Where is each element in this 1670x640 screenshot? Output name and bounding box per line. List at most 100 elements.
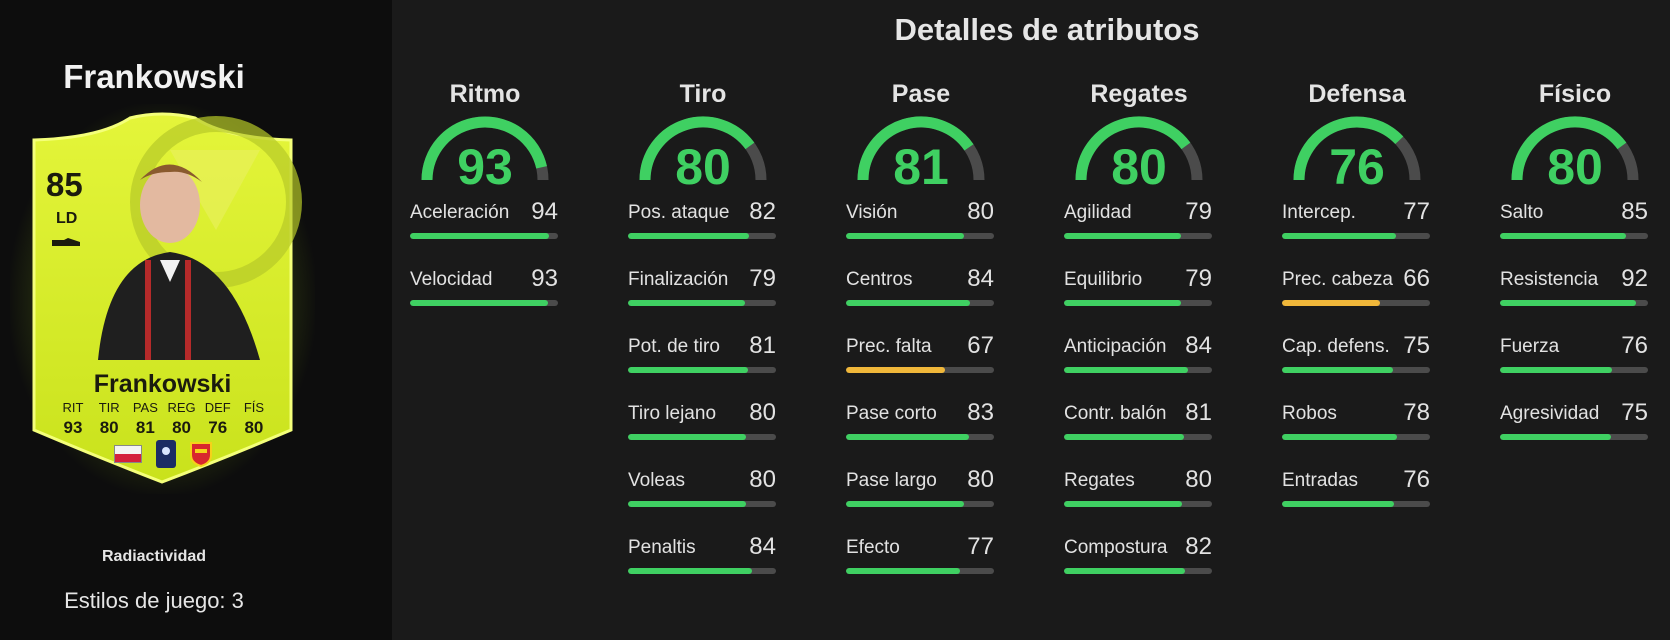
attribute-stat-value: 84 bbox=[967, 265, 994, 292]
card-stat-label: FÍS bbox=[243, 400, 265, 415]
attribute-stat-bar bbox=[846, 568, 994, 574]
gauge-fill bbox=[1511, 116, 1627, 181]
attribute-stat-bar bbox=[628, 568, 776, 574]
card-stat-value: 80 bbox=[244, 418, 264, 437]
attribute-stat-label: Pot. de tiro bbox=[628, 336, 720, 357]
attribute-stat-value: 92 bbox=[1621, 265, 1648, 292]
attribute-stat-bar-fill bbox=[1500, 233, 1626, 239]
attribute-stat-bar-fill bbox=[1064, 233, 1181, 239]
attribute-stat-bar bbox=[410, 300, 558, 306]
attribute-stat-row[interactable]: Cap. defens. 75 bbox=[1278, 326, 1436, 393]
attribute-stat-bar bbox=[1064, 501, 1212, 507]
attribute-stat-row[interactable]: Efecto 77 bbox=[842, 527, 1000, 594]
playstyles-count[interactable]: Estilos de juego: 3 bbox=[64, 588, 244, 613]
gauge-fill bbox=[857, 116, 974, 181]
attribute-stat-row[interactable]: Velocidad 93 bbox=[406, 259, 564, 326]
card-stat: RIT 93 bbox=[56, 400, 90, 438]
attribute-stat-row[interactable]: Penaltis 84 bbox=[624, 527, 782, 594]
attribute-stat-bar bbox=[1064, 434, 1212, 440]
attribute-stat-value: 81 bbox=[1185, 399, 1212, 426]
card-stat-value: 80 bbox=[172, 418, 192, 437]
attribute-group-4: Defensa 76 Intercep. 77 Prec. cabeza 66 Cap. d… bbox=[1278, 78, 1436, 527]
attribute-stat-bar bbox=[1064, 568, 1212, 574]
attribute-stat-value: 77 bbox=[967, 533, 994, 560]
attribute-stat-label: Compostura bbox=[1064, 537, 1168, 558]
card-stat-value: 81 bbox=[135, 418, 155, 437]
attribute-stat-value: 79 bbox=[749, 265, 776, 292]
attribute-stat-bar-fill bbox=[628, 568, 753, 574]
attribute-stat-label: Cap. defens. bbox=[1282, 336, 1390, 357]
attribute-stat-row[interactable]: Prec. falta 67 bbox=[842, 326, 1000, 393]
attribute-stat-row[interactable]: Centros 84 bbox=[842, 259, 1000, 326]
attribute-stat-bar bbox=[1064, 233, 1212, 239]
gauge-arc bbox=[1511, 116, 1639, 181]
attribute-stat-row[interactable]: Aceleración 94 bbox=[406, 192, 564, 259]
attribute-stat-row[interactable]: Fuerza 76 bbox=[1496, 326, 1654, 393]
attribute-stat-bar-fill bbox=[628, 233, 750, 239]
attribute-stat-row[interactable]: Contr. balón 81 bbox=[1060, 393, 1218, 460]
attribute-stat-row[interactable]: Equilibrio 79 bbox=[1060, 259, 1218, 326]
attribute-stat-bar bbox=[410, 233, 558, 239]
attribute-group-value: 80 bbox=[1547, 139, 1603, 195]
attribute-stat-bar-fill bbox=[1500, 300, 1637, 306]
card-badges bbox=[20, 440, 305, 468]
attribute-group-title: Pase bbox=[891, 80, 951, 108]
attribute-stat-row[interactable]: Visión 80 bbox=[842, 192, 1000, 259]
attribute-stat-bar bbox=[628, 501, 776, 507]
attribute-stat-bar bbox=[1282, 367, 1430, 373]
player-name-title: Frankowski bbox=[63, 58, 245, 95]
card-stat: FÍS 80 bbox=[237, 400, 271, 438]
attribute-stat-bar-fill bbox=[410, 300, 548, 306]
card-position: LD bbox=[56, 210, 78, 227]
attribute-stat-bar-fill bbox=[1500, 367, 1613, 373]
attribute-stat-label: Prec. falta bbox=[846, 336, 932, 357]
attribute-stat-row[interactable]: Salto 85 bbox=[1496, 192, 1654, 259]
attribute-stat-row[interactable]: Finalización 79 bbox=[624, 259, 782, 326]
attribute-stat-row[interactable]: Agresividad 75 bbox=[1496, 393, 1654, 460]
attribute-stat-row[interactable]: Regates 80 bbox=[1060, 460, 1218, 527]
attribute-stat-row[interactable]: Anticipación 84 bbox=[1060, 326, 1218, 393]
card-rating: 85 bbox=[46, 166, 83, 203]
attribute-stat-label: Resistencia bbox=[1500, 269, 1599, 290]
attribute-stat-value: 77 bbox=[1403, 198, 1430, 225]
attribute-stat-value: 94 bbox=[531, 198, 558, 225]
attribute-stat-bar bbox=[1500, 434, 1648, 440]
attribute-stat-row[interactable]: Entradas 76 bbox=[1278, 460, 1436, 527]
attribute-stat-row[interactable]: Pase largo 80 bbox=[842, 460, 1000, 527]
attribute-group-value: 93 bbox=[457, 139, 513, 195]
attribute-stat-value: 83 bbox=[967, 399, 994, 426]
attribute-group-title: Regates bbox=[1090, 80, 1188, 108]
attribute-stat-label: Intercep. bbox=[1282, 202, 1356, 223]
attribute-stat-row[interactable]: Intercep. 77 bbox=[1278, 192, 1436, 259]
attribute-stat-row[interactable]: Robos 78 bbox=[1278, 393, 1436, 460]
attribute-stat-bar bbox=[846, 434, 994, 440]
attribute-stat-bar bbox=[846, 367, 994, 373]
attribute-stat-bar-fill bbox=[1064, 568, 1186, 574]
attribute-stat-value: 80 bbox=[749, 399, 776, 426]
attribute-stat-bar-fill bbox=[846, 300, 971, 306]
attribute-stat-row[interactable]: Voleas 80 bbox=[624, 460, 782, 527]
attribute-group-2: Pase 81 Visión 80 Centros 84 Prec. falta 67 Pase… bbox=[842, 78, 1000, 594]
attribute-stat-bar bbox=[846, 233, 994, 239]
card-stat-value: 76 bbox=[208, 418, 228, 437]
attribute-stat-value: 67 bbox=[967, 332, 994, 359]
ligue1-logo-icon bbox=[155, 440, 176, 468]
player-card[interactable]: 85 LD Frankowski RIT 93 TIR 80 PAS 81 REG 80… bbox=[10, 104, 315, 494]
card-stat-label: RIT bbox=[62, 400, 84, 415]
attribute-stat-label: Pos. ataque bbox=[628, 202, 730, 223]
card-stat-value: 80 bbox=[99, 418, 119, 437]
attribute-stat-row[interactable]: Resistencia 92 bbox=[1496, 259, 1654, 326]
attribute-stat-bar-fill bbox=[1282, 233, 1396, 239]
attribute-stat-row[interactable]: Compostura 82 bbox=[1060, 527, 1218, 594]
attribute-stat-row[interactable]: Tiro lejano 80 bbox=[624, 393, 782, 460]
attribute-stat-row[interactable]: Pot. de tiro 81 bbox=[624, 326, 782, 393]
attribute-stat-label: Voleas bbox=[628, 470, 686, 491]
attribute-stat-row[interactable]: Prec. cabeza 66 bbox=[1278, 259, 1436, 326]
attribute-stat-bar bbox=[1064, 367, 1212, 373]
attribute-stat-row[interactable]: Pase corto 83 bbox=[842, 393, 1000, 460]
attribute-stat-bar-fill bbox=[846, 233, 965, 239]
card-stat-label: DEF bbox=[204, 400, 231, 415]
card-stat-label: REG bbox=[167, 400, 196, 415]
attribute-stat-row[interactable]: Agilidad 79 bbox=[1060, 192, 1218, 259]
attribute-stat-row[interactable]: Pos. ataque 82 bbox=[624, 192, 782, 259]
